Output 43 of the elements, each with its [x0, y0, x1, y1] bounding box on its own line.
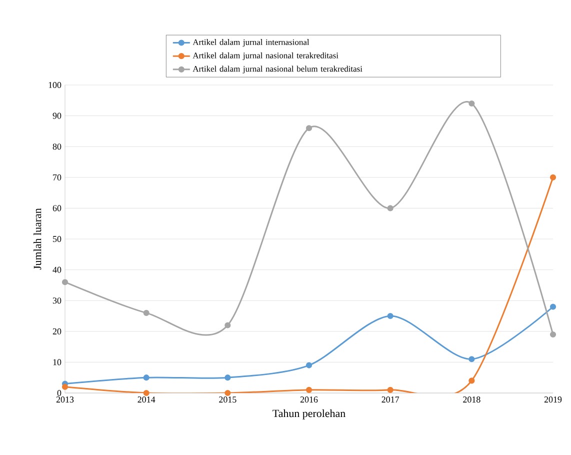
- y-tick-label: 50: [53, 236, 62, 242]
- y-tick-label: 10: [53, 359, 62, 366]
- y-tick-label: 40: [52, 266, 62, 273]
- y-tick-label: 90: [52, 112, 62, 119]
- point: [306, 362, 312, 368]
- point: [224, 322, 231, 328]
- y-tick-label: 60: [52, 205, 62, 212]
- y-tick-label: 20: [52, 328, 62, 334]
- y-tick-label: 0: [57, 390, 62, 396]
- x-tick-label: 2019: [544, 396, 562, 403]
- point: [306, 386, 312, 393]
- point: [62, 384, 68, 390]
- point: [550, 174, 556, 180]
- point: [468, 378, 475, 384]
- y-axis-title: Jumlah luaran: [33, 208, 42, 270]
- legend-label: Artikel dalam jurnal internasional: [192, 39, 310, 47]
- legend-label: Artikel dalam jurnal nasional terakreditasi: [192, 52, 338, 60]
- point: [387, 205, 394, 212]
- y-tick-label: 30: [52, 298, 62, 304]
- x-tick-label: 2016: [300, 396, 318, 403]
- point: [143, 310, 150, 316]
- y-tick-label: 80: [52, 144, 62, 150]
- point: [224, 374, 231, 381]
- x-tick-label: 2018: [463, 396, 480, 403]
- x-axis-title: Tahun perolehan: [272, 409, 346, 420]
- y-tick-label: 70: [53, 174, 62, 180]
- legend-label: Artikel dalam jurnal nasional belum terakreditasi: [192, 66, 362, 74]
- point: [468, 100, 475, 107]
- point: [62, 279, 68, 286]
- point: [143, 374, 150, 381]
- x-tick-label: 2015: [219, 396, 236, 403]
- point: [387, 312, 394, 320]
- point: [468, 356, 475, 362]
- x-tick-label: 2013: [56, 396, 74, 403]
- point: [306, 125, 312, 132]
- y-tick-label: 100: [48, 82, 62, 88]
- point: [550, 331, 556, 338]
- point: [550, 304, 556, 310]
- point: [224, 390, 231, 396]
- x-tick-label: 2014: [138, 396, 156, 403]
- point: [387, 386, 394, 393]
- point: [143, 390, 150, 396]
- x-tick-label: 2017: [382, 396, 400, 403]
